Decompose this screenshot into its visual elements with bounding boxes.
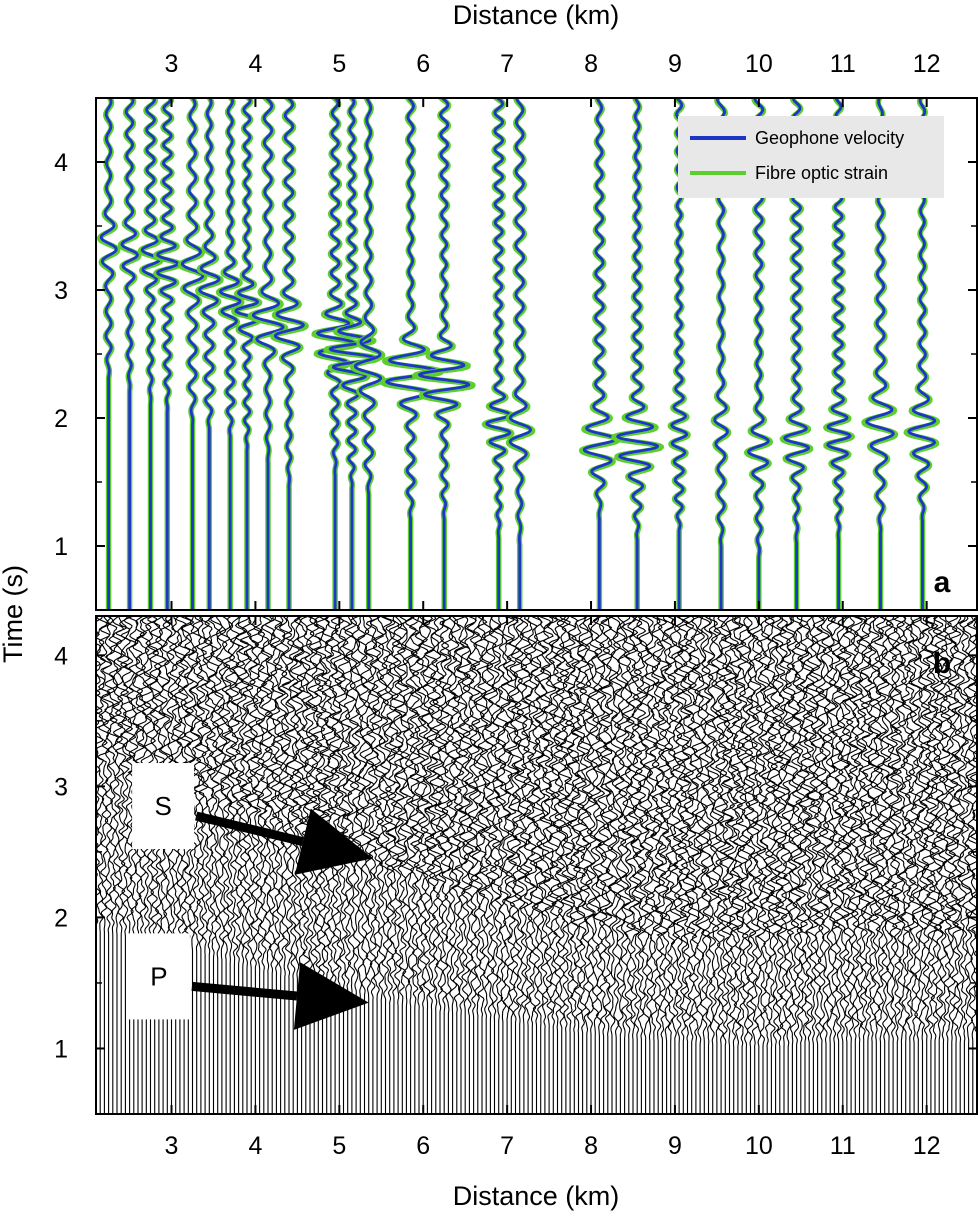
geophone-velocity-trace — [140, 98, 161, 610]
geophone-velocity-trace — [251, 98, 285, 610]
x-tick-label-top: 12 — [913, 50, 941, 78]
geophone-velocity-trace — [219, 98, 242, 610]
arrow-label-box — [132, 763, 195, 850]
arrow-label-box — [127, 933, 190, 1020]
x-tick-label-bottom: 9 — [668, 1132, 682, 1160]
y-tick-label: 4 — [54, 642, 68, 670]
geophone-velocity-trace — [156, 98, 179, 610]
legend-label-fibre: Fibre optic strain — [755, 163, 888, 183]
y-tick-label: 1 — [54, 533, 68, 561]
x-axis-title-bottom: Distance (km) — [453, 1181, 620, 1211]
y-tick-label: 3 — [54, 277, 68, 305]
seismic-wiggle-traces — [96, 616, 977, 1114]
panel-b-annotations: SP — [127, 763, 373, 1030]
x-tick-label-bottom: 3 — [165, 1132, 179, 1160]
arrow-label-p: P — [150, 961, 167, 991]
geophone-velocity-trace — [316, 98, 355, 610]
y-tick-label: 2 — [54, 904, 68, 932]
panel-a-letter: a — [934, 566, 951, 599]
x-tick-label-top: 8 — [584, 50, 598, 78]
panel-b-letter: b — [933, 647, 951, 680]
y-tick-label: 3 — [54, 773, 68, 801]
geophone-velocity-trace — [180, 98, 205, 610]
x-tick-label-bottom: 4 — [248, 1132, 262, 1160]
geophone-velocity-trace — [273, 98, 305, 610]
x-tick-label-bottom: 8 — [584, 1132, 598, 1160]
x-axis-title-top: Distance (km) — [453, 0, 620, 30]
x-tick-label-top: 9 — [668, 50, 682, 78]
panel-a: Geophone velocity Fibre optic strain 3 4 5… — [54, 50, 978, 611]
x-tick-label-bottom: 11 — [830, 1132, 856, 1160]
arrow-label-s: S — [154, 791, 171, 821]
geophone-velocity-trace — [508, 98, 532, 610]
legend-label-geophone: Geophone velocity — [755, 128, 904, 148]
geophone-velocity-trace — [328, 98, 376, 610]
arrow-shaft — [195, 811, 304, 847]
geophone-velocity-trace — [582, 98, 617, 610]
y-tick-label: 1 — [54, 1035, 68, 1063]
x-tick-label-top: 5 — [332, 50, 346, 78]
arrow-head — [293, 962, 369, 1030]
geophone-velocity-trace — [234, 98, 259, 610]
y-tick-label: 2 — [54, 405, 68, 433]
legend: Geophone velocity Fibre optic strain — [678, 116, 944, 198]
panel-b-traces — [96, 616, 977, 1114]
x-tick-label-top: 11 — [830, 50, 856, 78]
geophone-velocity-trace — [120, 98, 139, 610]
x-tick-label-top: 6 — [416, 50, 430, 78]
x-tick-label-bottom: 12 — [913, 1132, 941, 1160]
geophone-velocity-trace — [385, 98, 438, 610]
x-tick-label-top: 4 — [248, 50, 262, 78]
x-tick-label-top: 10 — [745, 50, 773, 78]
x-tick-label-bottom: 7 — [500, 1132, 514, 1160]
geophone-velocity-trace — [485, 98, 512, 610]
geophone-velocity-trace — [418, 98, 471, 610]
geophone-velocity-trace — [353, 98, 383, 610]
arrow-shaft — [191, 981, 298, 1001]
legend-box — [678, 116, 944, 198]
geophone-velocity-trace — [99, 98, 118, 610]
geophone-velocity-trace — [198, 98, 221, 610]
geophone-velocity-trace — [616, 98, 659, 610]
x-tick-label-bottom: 6 — [416, 1132, 430, 1160]
x-tick-label-bottom: 5 — [332, 1132, 346, 1160]
panel-b-frame — [95, 615, 978, 1115]
x-tick-label-top: 7 — [500, 50, 514, 78]
arrow-head — [294, 808, 373, 875]
y-axis-title: Time (s) — [0, 565, 28, 663]
y-tick-label: 4 — [54, 149, 68, 177]
x-tick-label-top: 3 — [165, 50, 179, 78]
x-tick-label-bottom: 10 — [745, 1132, 773, 1160]
